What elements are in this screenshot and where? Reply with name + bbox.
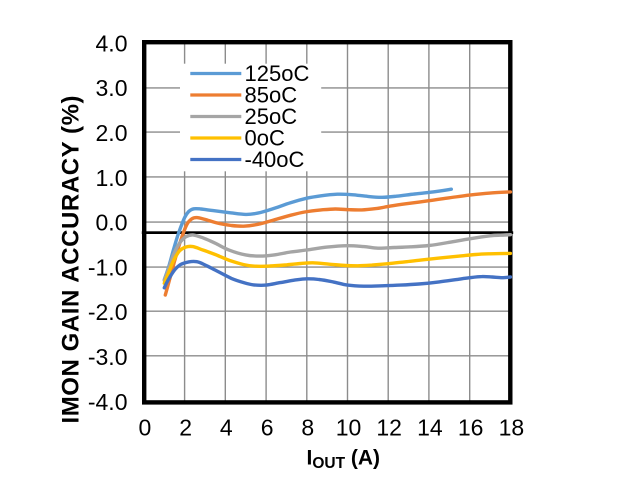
svg-text:-2.0: -2.0 bbox=[88, 299, 128, 325]
svg-text:14: 14 bbox=[417, 415, 443, 441]
svg-text:125oC: 125oC bbox=[245, 61, 310, 86]
svg-text:-4.0: -4.0 bbox=[88, 389, 128, 415]
svg-text:0.0: 0.0 bbox=[96, 210, 128, 236]
svg-text:6: 6 bbox=[261, 415, 274, 441]
svg-text:8: 8 bbox=[301, 415, 314, 441]
svg-text:18: 18 bbox=[499, 415, 525, 441]
svg-text:IMON GAIN ACCURACY (%): IMON GAIN ACCURACY (%) bbox=[58, 96, 85, 424]
svg-text:0: 0 bbox=[139, 415, 152, 441]
svg-text:10: 10 bbox=[336, 415, 362, 441]
svg-text:3.0: 3.0 bbox=[96, 75, 128, 101]
svg-text:-40oC: -40oC bbox=[245, 147, 305, 172]
svg-text:4: 4 bbox=[220, 415, 233, 441]
svg-text:1.0: 1.0 bbox=[96, 165, 128, 191]
svg-text:25oC: 25oC bbox=[245, 104, 298, 129]
svg-text:2.0: 2.0 bbox=[96, 120, 128, 146]
svg-text:85oC: 85oC bbox=[245, 82, 298, 107]
svg-text:4.0: 4.0 bbox=[96, 30, 128, 56]
svg-text:0oC: 0oC bbox=[245, 125, 285, 150]
svg-text:-1.0: -1.0 bbox=[88, 254, 128, 280]
svg-text:2: 2 bbox=[179, 415, 192, 441]
svg-text:16: 16 bbox=[458, 415, 484, 441]
svg-text:-3.0: -3.0 bbox=[88, 344, 128, 370]
svg-text:12: 12 bbox=[376, 415, 402, 441]
